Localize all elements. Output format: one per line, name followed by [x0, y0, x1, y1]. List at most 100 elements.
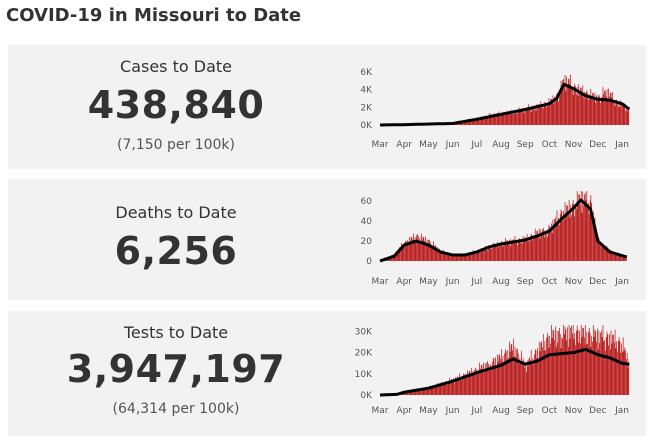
daily-bar — [505, 114, 507, 125]
daily-bar — [428, 387, 430, 395]
daily-bar — [434, 245, 435, 261]
daily-bar — [437, 247, 438, 261]
daily-bar — [513, 111, 515, 125]
daily-bar — [484, 249, 485, 261]
daily-bar — [498, 242, 500, 261]
daily-bar — [623, 257, 625, 261]
daily-bar — [430, 386, 432, 395]
daily-bar — [502, 246, 504, 261]
daily-bar — [426, 387, 428, 395]
daily-bar — [459, 378, 461, 395]
daily-bar — [548, 98, 550, 125]
trend-line — [379, 198, 628, 263]
daily-bar — [466, 255, 467, 261]
daily-bar — [511, 343, 513, 395]
daily-bar — [581, 92, 583, 125]
daily-bar — [444, 252, 446, 261]
daily-bar — [519, 110, 521, 125]
daily-bar — [595, 102, 597, 125]
daily-bar — [408, 244, 409, 261]
daily-bar — [576, 93, 577, 125]
daily-bar — [600, 102, 601, 125]
daily-bar — [470, 252, 472, 261]
month-label: Sep — [517, 140, 534, 150]
daily-bar — [573, 338, 575, 395]
daily-bar — [554, 340, 555, 395]
daily-bar — [488, 246, 489, 261]
daily-bar — [547, 106, 549, 125]
daily-bar — [625, 257, 626, 261]
daily-bar — [430, 247, 432, 261]
daily-bar — [549, 103, 551, 125]
daily-bar — [406, 244, 408, 261]
daily-bar — [485, 368, 487, 395]
daily-bar — [542, 229, 543, 261]
daily-bar — [390, 257, 392, 261]
daily-bar — [520, 108, 522, 125]
daily-bar — [446, 252, 448, 261]
month-label: Sep — [517, 406, 534, 416]
daily-bar — [473, 375, 475, 395]
daily-bar — [620, 352, 622, 395]
daily-bar — [506, 359, 508, 395]
month-label: Aug — [492, 406, 510, 416]
tests-chart: 0K 10K 20K 30K Mar Apr May Jun Jul Aug Sep Oct Nov De… — [355, 325, 630, 416]
y-tick-label: 4K — [360, 86, 373, 96]
daily-bar — [475, 253, 476, 261]
daily-bar — [501, 113, 503, 125]
y-tick-label: 0K — [360, 391, 373, 401]
daily-bar — [553, 103, 555, 125]
y-tick-label: 20 — [361, 237, 373, 247]
daily-bar — [594, 217, 596, 261]
month-label: Aug — [492, 140, 510, 150]
daily-bar — [491, 246, 492, 261]
daily-bar — [542, 333, 544, 395]
daily-bar — [485, 249, 487, 261]
daily-bar — [491, 370, 492, 395]
daily-bar — [525, 111, 526, 125]
daily-bar — [414, 236, 416, 261]
daily-bar — [619, 255, 621, 261]
daily-bar — [467, 253, 468, 261]
daily-bar — [488, 116, 489, 125]
daily-bar — [468, 253, 470, 261]
daily-bar — [467, 374, 469, 395]
daily-bar — [562, 80, 563, 125]
daily-bar — [477, 250, 479, 261]
daily-bar — [503, 243, 505, 261]
daily-bar — [447, 382, 449, 395]
daily-bar — [610, 249, 612, 261]
daily-bar — [599, 343, 601, 395]
daily-bar — [622, 256, 623, 261]
daily-bar — [480, 116, 482, 125]
daily-bar — [526, 371, 527, 395]
daily-bar — [592, 92, 593, 125]
daily-bar — [608, 248, 609, 261]
daily-bar — [517, 112, 519, 125]
daily-bar — [409, 237, 410, 261]
daily-bar — [530, 111, 532, 125]
tests-panel: Tests to Date 3,947,197 (64,314 per 100k… — [8, 311, 646, 436]
daily-bar — [541, 235, 542, 261]
daily-bar — [495, 115, 497, 125]
daily-bar — [514, 346, 516, 395]
month-label: Jul — [470, 277, 482, 287]
daily-bar — [396, 253, 397, 261]
daily-bar — [561, 211, 563, 261]
trend-line — [379, 82, 631, 127]
daily-bar — [601, 337, 603, 395]
daily-bar — [488, 363, 489, 395]
daily-bar — [567, 212, 569, 261]
daily-bar — [487, 250, 488, 261]
month-label: Jul — [470, 406, 482, 416]
y-tick-label: 6K — [360, 68, 373, 78]
daily-bar — [534, 238, 535, 261]
daily-bar — [496, 113, 497, 125]
daily-bar — [612, 251, 613, 261]
daily-bar — [592, 211, 594, 261]
daily-bar — [592, 325, 594, 395]
month-label: Dec — [589, 277, 606, 287]
daily-bar — [442, 250, 444, 261]
daily-bar — [563, 219, 565, 261]
daily-bar — [628, 361, 630, 395]
